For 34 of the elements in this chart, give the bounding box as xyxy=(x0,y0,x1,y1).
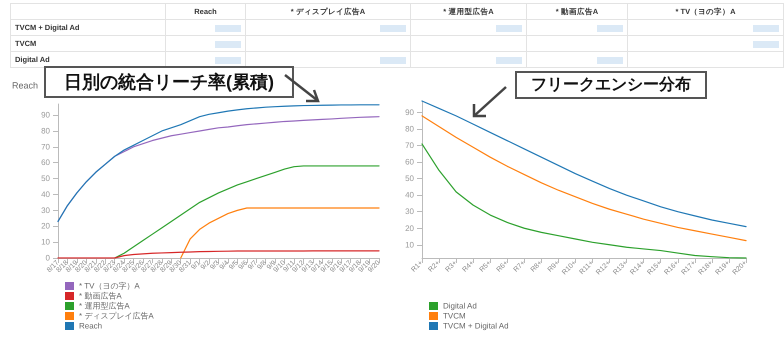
legend-label: Reach xyxy=(79,322,102,330)
y-tick-label: 10 xyxy=(405,240,415,250)
legend-label: TVCM xyxy=(443,312,466,320)
y-tick-label: 70 xyxy=(41,142,51,152)
y-tick-label: 50 xyxy=(405,174,415,184)
text: フリークエンシー分布 xyxy=(531,76,691,94)
y-tick-label: 50 xyxy=(41,174,51,184)
y-tick-label: 20 xyxy=(41,222,51,231)
y-tick-label: 20 xyxy=(405,224,415,233)
line-series xyxy=(114,165,380,259)
y-tick-label: 60 xyxy=(405,158,415,167)
legend-label: * 運用型広告A xyxy=(79,302,130,310)
y-axis-title: Reach xyxy=(12,80,38,90)
text: 日別の統合リーチ率(累積) xyxy=(64,72,274,92)
line-series xyxy=(180,207,380,259)
y-tick-label: 10 xyxy=(41,238,51,247)
legend-label: * 動画広告A xyxy=(79,292,122,300)
line-series xyxy=(421,100,747,228)
y-tick-label: 80 xyxy=(405,124,415,134)
y-tick-label: 30 xyxy=(405,207,415,216)
y-tick-label: 90 xyxy=(41,110,51,120)
y-tick-label: 80 xyxy=(41,126,51,136)
line-series xyxy=(421,115,747,242)
legend-label: * TV（ヨの字）A xyxy=(79,282,140,290)
legend-label: * ディスプレイ広告A xyxy=(79,312,154,320)
y-tick-label: 0 xyxy=(46,254,51,262)
y-tick-label: 40 xyxy=(405,190,415,200)
y-tick-label: 30 xyxy=(41,206,51,215)
y-tick-label: 90 xyxy=(405,108,415,118)
legend-label: TVCM + Digital Ad xyxy=(443,322,509,330)
y-tick-label: 70 xyxy=(405,141,415,150)
y-tick-label: 40 xyxy=(41,190,51,199)
y-tick-label: 60 xyxy=(41,158,51,168)
legend-label: Digital Ad xyxy=(443,302,477,310)
